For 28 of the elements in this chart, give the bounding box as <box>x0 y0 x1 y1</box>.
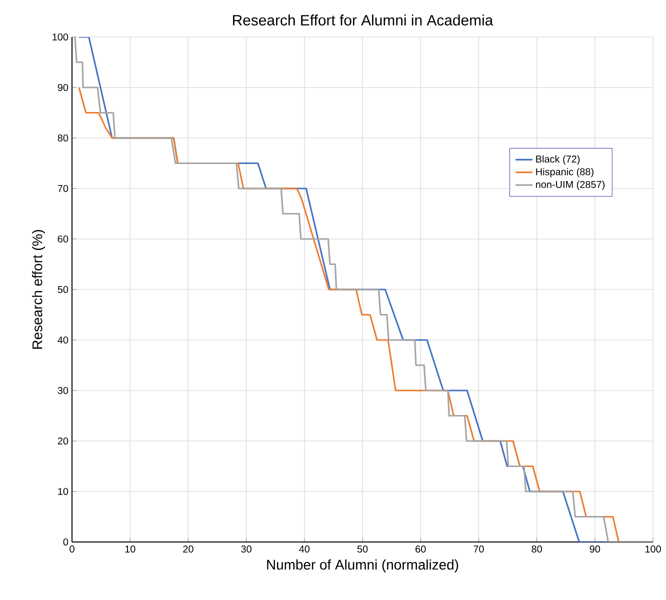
y-tick-label: 40 <box>58 336 68 344</box>
legend-label: Hispanic (88) <box>536 168 594 178</box>
x-tick-label: 0 <box>70 546 74 553</box>
x-tick-label: 90 <box>590 546 600 553</box>
y-tick-label: 100 <box>52 33 68 41</box>
y-tick-label: 0 <box>63 538 68 546</box>
legend-label: non-UIM (2857) <box>536 180 605 190</box>
x-tick-label: 60 <box>416 546 426 553</box>
y-tick-label: 80 <box>58 134 68 142</box>
y-tick-label: 10 <box>58 488 68 496</box>
legend-label: Black (72) <box>536 155 580 165</box>
y-tick-label: 30 <box>58 386 68 394</box>
x-tick-label: 30 <box>241 546 252 553</box>
x-tick-label: 10 <box>125 546 136 553</box>
x-tick-label: 40 <box>299 546 310 553</box>
y-tick-label: 90 <box>58 84 68 92</box>
x-tick-label: 80 <box>532 546 542 553</box>
y-tick-label: 50 <box>58 286 68 294</box>
x-tick-label: 50 <box>357 546 368 553</box>
x-axis-title: Number of Alumni (normalized) <box>267 559 458 572</box>
x-tick-label: 100 <box>645 546 661 553</box>
y-axis-title: Research effort (%) <box>32 230 46 349</box>
x-tick-label: 20 <box>183 546 194 553</box>
x-tick-label: 70 <box>474 546 484 553</box>
y-tick-label: 70 <box>58 184 68 192</box>
chart-title: Research Effort for Alumni in Academia <box>233 14 494 26</box>
y-tick-label: 20 <box>58 437 68 445</box>
y-tick-label: 60 <box>58 235 68 243</box>
